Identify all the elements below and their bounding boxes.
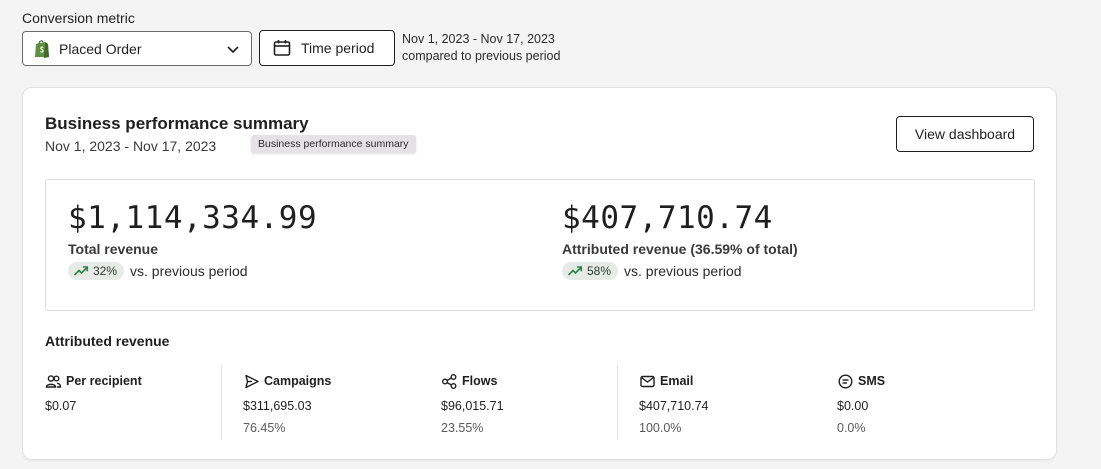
attributed-revenue-value: $407,710.74 (562, 200, 773, 236)
total-revenue-stat: $1,114,334.99 Total revenue 32% vs. prev… (68, 200, 317, 280)
attributed-revenue-change: 58% vs. previous period (562, 262, 798, 280)
date-range-info: Nov 1, 2023 - Nov 17, 2023 compared to p… (402, 31, 560, 65)
vs-previous-text: vs. previous period (624, 263, 742, 279)
change-value: 32% (93, 264, 118, 278)
trend-up-icon (73, 264, 89, 278)
column-title: Per recipient (66, 374, 142, 388)
column-percent: 0.0% (837, 421, 866, 435)
mail-icon (639, 373, 656, 390)
time-period-label: Time period (301, 40, 375, 56)
card-date-range: Nov 1, 2023 - Nov 17, 2023 (45, 138, 217, 154)
column-value: $96,015.71 (441, 399, 504, 413)
breakdown-campaigns: Campaigns $311,695.03 76.45% (243, 365, 441, 440)
change-badge: 32% (68, 262, 125, 280)
breakdown-email: Email $407,710.74 100.0% (639, 365, 837, 440)
attributed-revenue-title: Attributed revenue (45, 333, 170, 349)
attributed-revenue-stat: $407,710.74 Attributed revenue (36.59% o… (562, 200, 798, 280)
breakdown-sms: SMS $0.00 0.0% (837, 365, 1035, 440)
calendar-icon (272, 38, 292, 58)
total-revenue-change: 32% vs. previous period (68, 262, 317, 280)
date-range-text: Nov 1, 2023 - Nov 17, 2023 (402, 32, 555, 46)
column-value: $0.07 (45, 399, 77, 413)
column-value: $407,710.74 (639, 399, 709, 413)
view-dashboard-button[interactable]: View dashboard (896, 116, 1034, 152)
breakdown-flows: Flows $96,015.71 23.55% (441, 365, 639, 440)
total-revenue-label: Total revenue (68, 241, 158, 257)
attributed-breakdown: Per recipient $0.07 Campaigns $311,695.0… (45, 365, 1035, 440)
column-value: $0.00 (837, 399, 869, 413)
flows-icon (441, 373, 458, 390)
vs-previous-text: vs. previous period (130, 263, 248, 279)
conversion-metric-select[interactable]: Placed Order (22, 31, 252, 66)
revenue-stats-box: $1,114,334.99 Total revenue 32% vs. prev… (45, 179, 1035, 311)
card-title: Business performance summary (45, 114, 309, 133)
change-value: 58% (587, 264, 612, 278)
business-performance-card: Business performance summary Nov 1, 2023… (22, 87, 1057, 460)
shopify-icon (33, 39, 51, 59)
column-title: Campaigns (264, 374, 332, 388)
column-value: $311,695.03 (243, 399, 312, 413)
people-icon (45, 373, 62, 390)
column-percent: 100.0% (639, 421, 682, 435)
comparison-text: compared to previous period (402, 49, 561, 63)
column-title: Flows (462, 374, 498, 388)
time-period-button[interactable]: Time period (259, 30, 395, 66)
conversion-metric-label: Conversion metric (22, 10, 135, 26)
column-title: Email (660, 374, 694, 388)
change-badge: 58% (562, 262, 619, 280)
trend-up-icon (567, 264, 583, 278)
breakdown-per-recipient: Per recipient $0.07 (45, 365, 243, 440)
total-revenue-value: $1,114,334.99 (68, 200, 318, 236)
column-percent: 23.55% (441, 421, 484, 435)
column-percent: 76.45% (243, 421, 286, 435)
column-title: SMS (858, 374, 886, 388)
chevron-down-icon (225, 41, 241, 57)
attributed-revenue-label: Attributed revenue (36.59% of total) (562, 241, 798, 257)
send-icon (243, 373, 260, 390)
metric-value: Placed Order (59, 40, 142, 57)
title-tooltip: Business performance summary (251, 135, 416, 153)
sms-icon (837, 373, 854, 390)
